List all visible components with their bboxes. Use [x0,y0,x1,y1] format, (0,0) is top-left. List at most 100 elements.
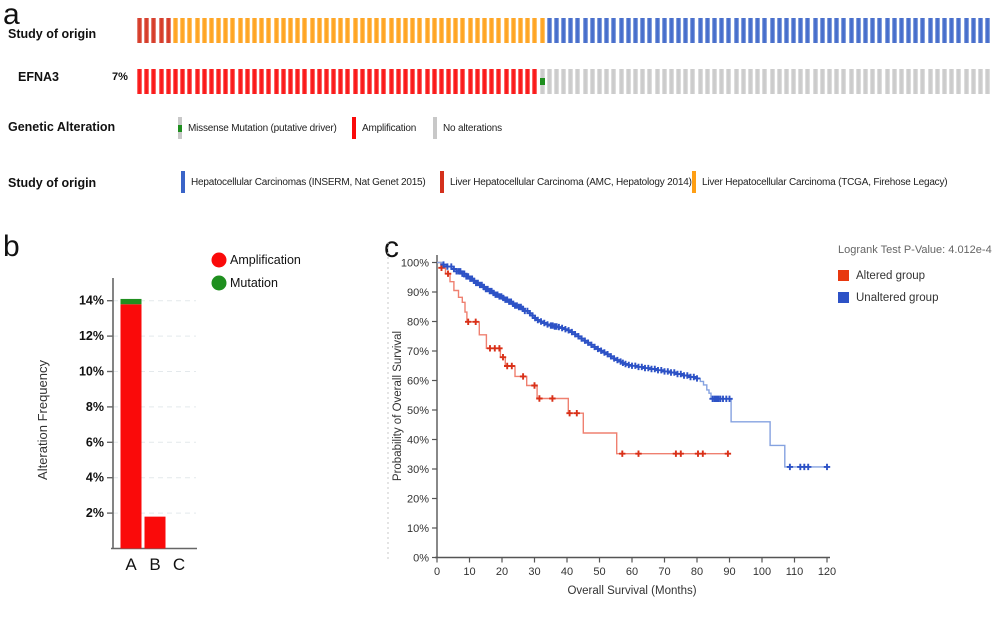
sample-bar [597,18,602,43]
sample-bar [632,18,638,43]
sample-bar [712,18,717,43]
sample-bar [517,18,523,43]
sample-bar [668,18,674,43]
sample-bar [539,18,545,43]
y-tick-label: 70% [407,346,429,358]
sample-bar [539,69,545,94]
sample-bar [438,18,444,43]
y-tick-label: 80% [407,317,429,329]
sample-bar [568,69,574,94]
alteration-frequency-bar-chart: 2% 4% 6% 8% 10% 12% 14% A B C Alteration Frequency… [35,252,301,574]
sample-bar [970,18,976,43]
bar-B-amplification [144,516,166,549]
sample-bar [949,69,955,94]
sample-bar [244,69,250,94]
sample-bar [316,69,322,94]
sample-bar [338,18,344,43]
sample-bar [266,18,272,43]
sample-bar [295,69,301,94]
sample-bar [446,18,452,43]
sample-bar [532,69,538,94]
y-tick-label: 14% [79,294,104,308]
x-tick-label: 80 [691,566,703,578]
sample-bar [798,69,804,94]
kaplan-meier-survival-chart: 0% 10% 20% 30% 40% 50% 60% 70% 80% 90% 100% 0 10 20 30… [387,242,992,597]
y-tick-label: 0% [413,553,429,565]
sample-bar [834,69,840,94]
sample-bar [848,18,854,43]
legend-item-label: Amplification [362,122,417,134]
x-tick-label: 90 [723,566,735,578]
sample-bar [525,69,531,94]
missense-mutation-swatch-icon [178,117,182,139]
x-tick-label: 0 [434,566,440,578]
sample-bar [252,69,257,94]
study-of-origin-track-label: Study of origin [8,27,97,41]
sample-bar [791,18,797,43]
sample-bar [985,69,991,94]
sample-bar [230,69,236,94]
sample-bar [661,69,667,94]
sample-bar [884,69,890,94]
y-tick-label: 2% [86,506,104,520]
sample-bar [575,69,581,94]
sample-bar [172,18,178,43]
sample-bar [913,69,919,94]
sample-bar [331,69,337,94]
sample-bar [460,18,466,43]
sample-bar [216,69,222,94]
sample-bar [323,18,329,43]
sample-bar [424,18,430,43]
sample-bar [553,18,559,43]
sample-bar [144,18,150,43]
sample-bar [374,18,380,43]
sample-bar [208,18,214,43]
sample-bar [374,69,380,94]
sample-bar [604,69,610,94]
legend-item-amc-study: Liver Hepatocellular Carcinoma (AMC, Hep… [440,171,692,193]
sample-bar [906,69,912,94]
sample-bar [712,69,717,94]
sample-bar [496,18,502,43]
sample-bar [280,69,286,94]
x-tick-label: 20 [496,566,508,578]
sample-bar [489,18,495,43]
sample-bar [474,69,480,94]
sample-bar [985,18,991,43]
sample-bar [661,18,667,43]
y-tick-label: 12% [79,329,104,343]
sample-bar [877,18,883,43]
sample-bar [647,69,653,94]
sample-bar [855,18,861,43]
sample-bar [194,69,200,94]
sample-bar [862,69,868,94]
genetic-alteration-legend-label: Genetic Alteration [8,120,116,134]
y-tick-label: 4% [86,471,104,485]
sample-bar [467,69,473,94]
sample-bar [812,69,818,94]
y-tick-label: 50% [407,405,429,417]
sample-bar [834,18,840,43]
sample-bar [726,18,732,43]
sample-bar [575,18,581,43]
sample-bar [913,18,919,43]
panel-c-letter: c [384,231,399,264]
logrank-pvalue: Logrank Test P-Value: 4.012e-4 [838,244,992,256]
sample-bar [654,18,660,43]
sample-bar [345,69,351,94]
sample-bar [640,69,646,94]
sample-bar [769,18,775,43]
sample-bar [798,18,804,43]
sample-bar [431,69,437,94]
y-tick-label: 6% [86,435,104,449]
sample-bar [352,18,358,43]
sample-bar [151,18,157,43]
sample-bar [884,18,890,43]
sample-bar [668,69,674,94]
legend-label: Mutation [230,276,278,290]
sample-bar [553,69,559,94]
sample-bar [561,18,567,43]
sample-bar [841,18,847,43]
legend-item-no-alterations: No alterations [433,117,502,139]
sample-bar [352,69,358,94]
